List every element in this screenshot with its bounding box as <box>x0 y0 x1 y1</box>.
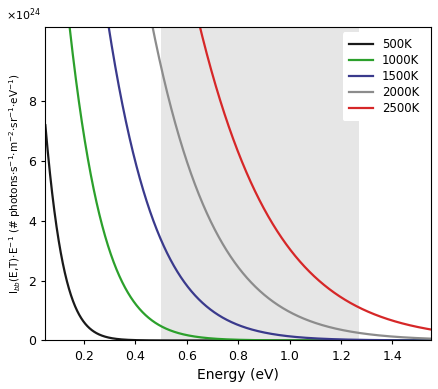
Line: 500K: 500K <box>35 0 438 340</box>
1000K <box>79 119 85 124</box>
2500K <box>433 328 438 333</box>
1000K <box>207 336 212 341</box>
Y-axis label: I$_{bb}$(E,T)$\cdot$E$^{-1}$ (# photons$\cdot$s$^{-1}$$\cdot$m$^{-2}$$\cdot$sr$^: I$_{bb}$(E,T)$\cdot$E$^{-1}$ (# photons$… <box>7 73 23 294</box>
1000K <box>389 338 395 343</box>
1500K <box>207 307 212 311</box>
1500K <box>433 338 438 343</box>
1500K <box>389 338 395 343</box>
2000K <box>389 334 395 339</box>
Line: 1500K: 1500K <box>35 0 438 340</box>
500K <box>389 338 395 343</box>
Legend: 500K, 1000K, 1500K, 2000K, 2500K: 500K, 1000K, 1500K, 2000K, 2500K <box>343 32 425 121</box>
2500K <box>207 62 212 67</box>
1500K <box>103 7 109 12</box>
X-axis label: Energy (eV): Energy (eV) <box>197 368 279 382</box>
500K <box>189 338 194 343</box>
1000K <box>433 338 438 343</box>
2000K <box>433 336 438 341</box>
1000K <box>189 334 194 338</box>
1500K <box>189 289 194 294</box>
1000K <box>103 237 109 242</box>
2000K <box>189 173 194 178</box>
500K <box>433 338 438 343</box>
Line: 2500K: 2500K <box>35 0 438 331</box>
500K <box>79 317 85 321</box>
Bar <box>161 26 359 340</box>
Line: 1000K: 1000K <box>35 0 438 340</box>
2000K <box>207 217 212 221</box>
500K <box>207 338 212 343</box>
2500K <box>389 318 395 323</box>
Line: 2000K: 2000K <box>35 0 438 339</box>
500K <box>103 335 109 339</box>
Text: $\times10^{24}$: $\times10^{24}$ <box>7 7 42 23</box>
